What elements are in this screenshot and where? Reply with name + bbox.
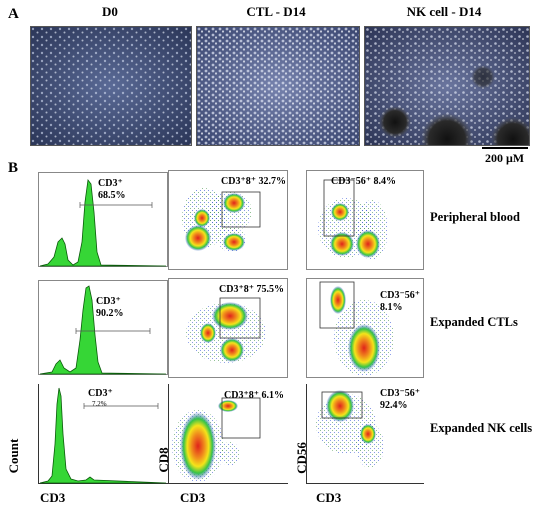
micrograph-d0 xyxy=(30,26,192,146)
scale-bar-label: 200 μM xyxy=(485,151,525,165)
histogram-row3 xyxy=(38,384,168,484)
panel-b-letter: B xyxy=(8,160,19,176)
histogram-row2 xyxy=(38,280,168,375)
density-cd8-row2 xyxy=(168,278,288,378)
hist-gate-label-row2: CD3⁺ 90.2% xyxy=(96,296,124,319)
cd8-gate-label-row3: CD3⁺8⁺ 6.1% xyxy=(224,390,284,401)
micrograph-ctl-d14 xyxy=(196,26,360,146)
density-cd8-row1 xyxy=(168,170,288,270)
row-label-expanded-nk: Expanded NK cells xyxy=(430,421,533,435)
axis-y-cd8: CD8 xyxy=(156,447,171,473)
panel-a-letter: A xyxy=(8,6,19,22)
cd56-gate-label-row2: CD3⁻56⁺ 8.1% xyxy=(380,290,420,313)
hist-gate-label-row3: CD3⁺ xyxy=(88,388,113,399)
cd56-gate-label-row1: CD3⁻56⁺ 8.4% xyxy=(331,176,396,187)
axis-x-cd3-cd56: CD3 xyxy=(316,490,342,505)
axis-y-count: Count xyxy=(6,438,21,474)
column-title-ctl: CTL - D14 xyxy=(246,4,306,19)
micrograph-nk-d14 xyxy=(364,26,530,146)
axis-x-cd3-cd8: CD3 xyxy=(180,490,206,505)
hist-gate-label-row1: CD3⁺ 68.5% xyxy=(98,178,126,201)
hist-gate-percent-row3: 7.2% xyxy=(92,400,107,408)
axis-y-cd56: CD56 xyxy=(294,442,309,474)
cd8-gate-label-row2: CD3⁺8⁺ 75.5% xyxy=(219,284,284,295)
row-label-expanded-ctls: Expanded CTLs xyxy=(430,315,518,329)
density-cd56-row3 xyxy=(306,384,424,484)
axis-x-cd3-hist: CD3 xyxy=(40,490,66,505)
density-cd8-row3 xyxy=(168,384,288,484)
cd8-gate-label-row1: CD3⁺8⁺ 32.7% xyxy=(221,176,286,187)
density-cd56-row2 xyxy=(306,278,424,378)
column-title-nk: NK cell - D14 xyxy=(406,4,482,19)
density-cd56-row1 xyxy=(306,170,424,270)
scale-bar xyxy=(482,147,528,149)
histogram-row1 xyxy=(38,172,168,267)
cd56-gate-label-row3: CD3⁻56⁺ 92.4% xyxy=(380,388,420,411)
column-title-d0: D0 xyxy=(102,4,118,19)
row-label-peripheral-blood: Peripheral blood xyxy=(430,210,520,224)
